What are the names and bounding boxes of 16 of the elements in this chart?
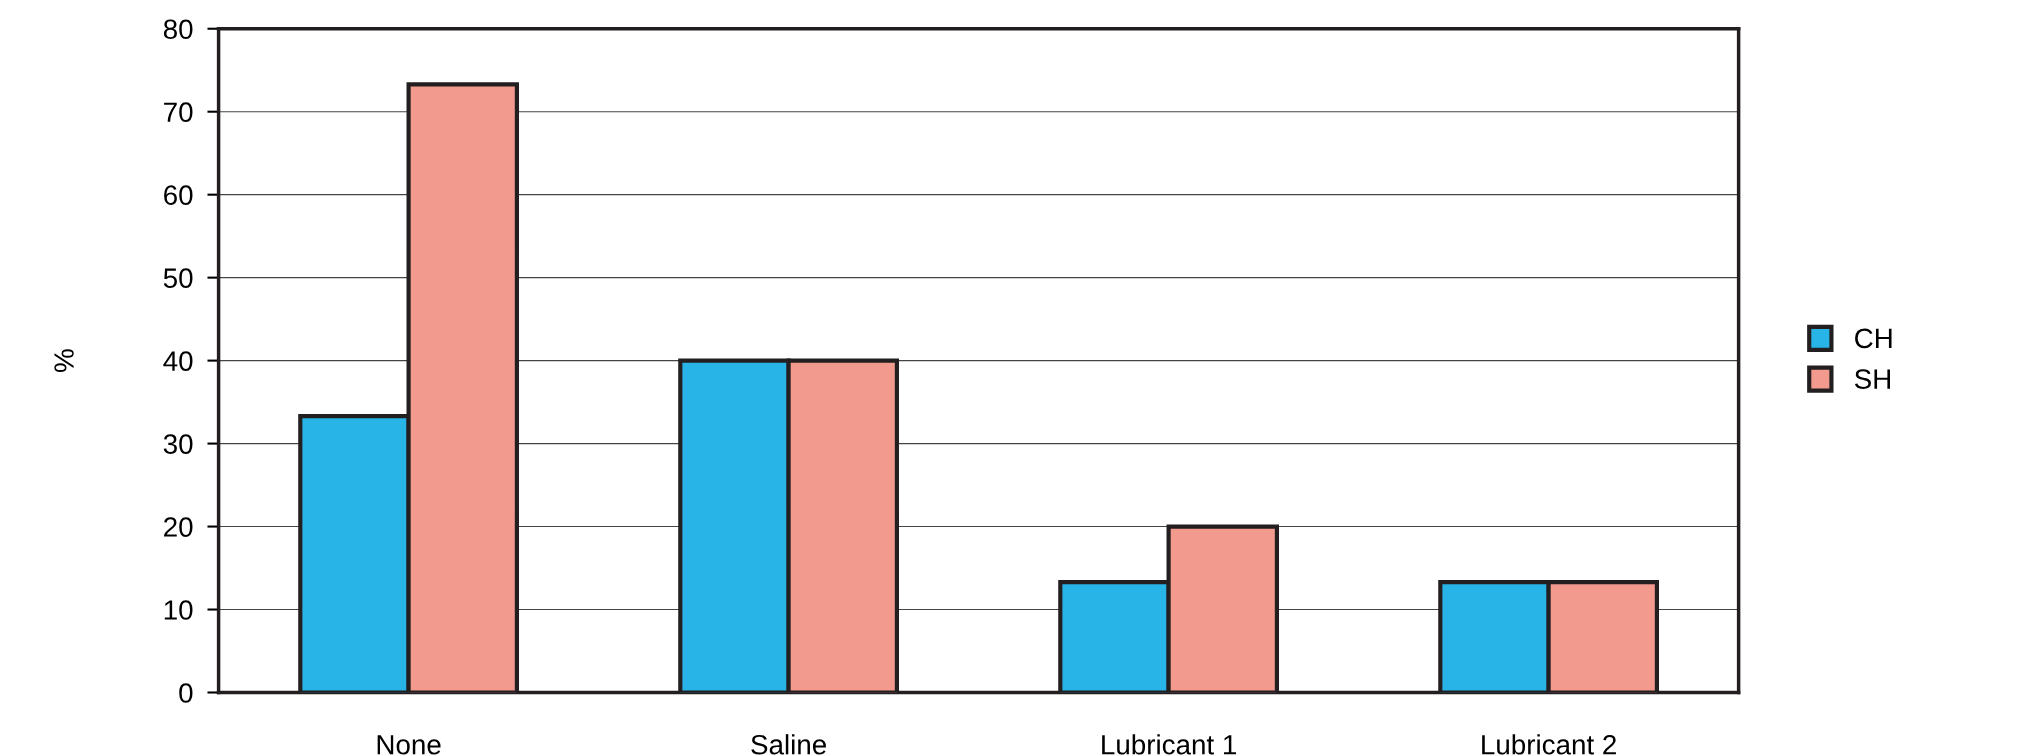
y-tick-label: 80	[163, 19, 193, 40]
y-axis-title: %	[54, 349, 74, 372]
y-tick-label: 20	[164, 517, 193, 537]
legend-label: SH	[1854, 369, 1890, 389]
y-tick-label: 0	[179, 683, 193, 703]
y-tick-label: 40	[163, 351, 193, 371]
x-tick-label: None	[377, 735, 441, 755]
x-tick-label: Lubricant 1	[1102, 734, 1236, 755]
y-tick-label: 50	[163, 268, 193, 288]
y-tick-label: 30	[163, 434, 193, 454]
y-tick-label: 10	[164, 600, 193, 620]
x-tick-label: Lubricant 2	[1482, 734, 1616, 755]
legend-label: CH	[1855, 328, 1892, 349]
x-tick-label: Saline	[751, 734, 826, 755]
y-tick-label: 60	[164, 185, 193, 206]
y-tick-label: 70	[164, 102, 193, 123]
